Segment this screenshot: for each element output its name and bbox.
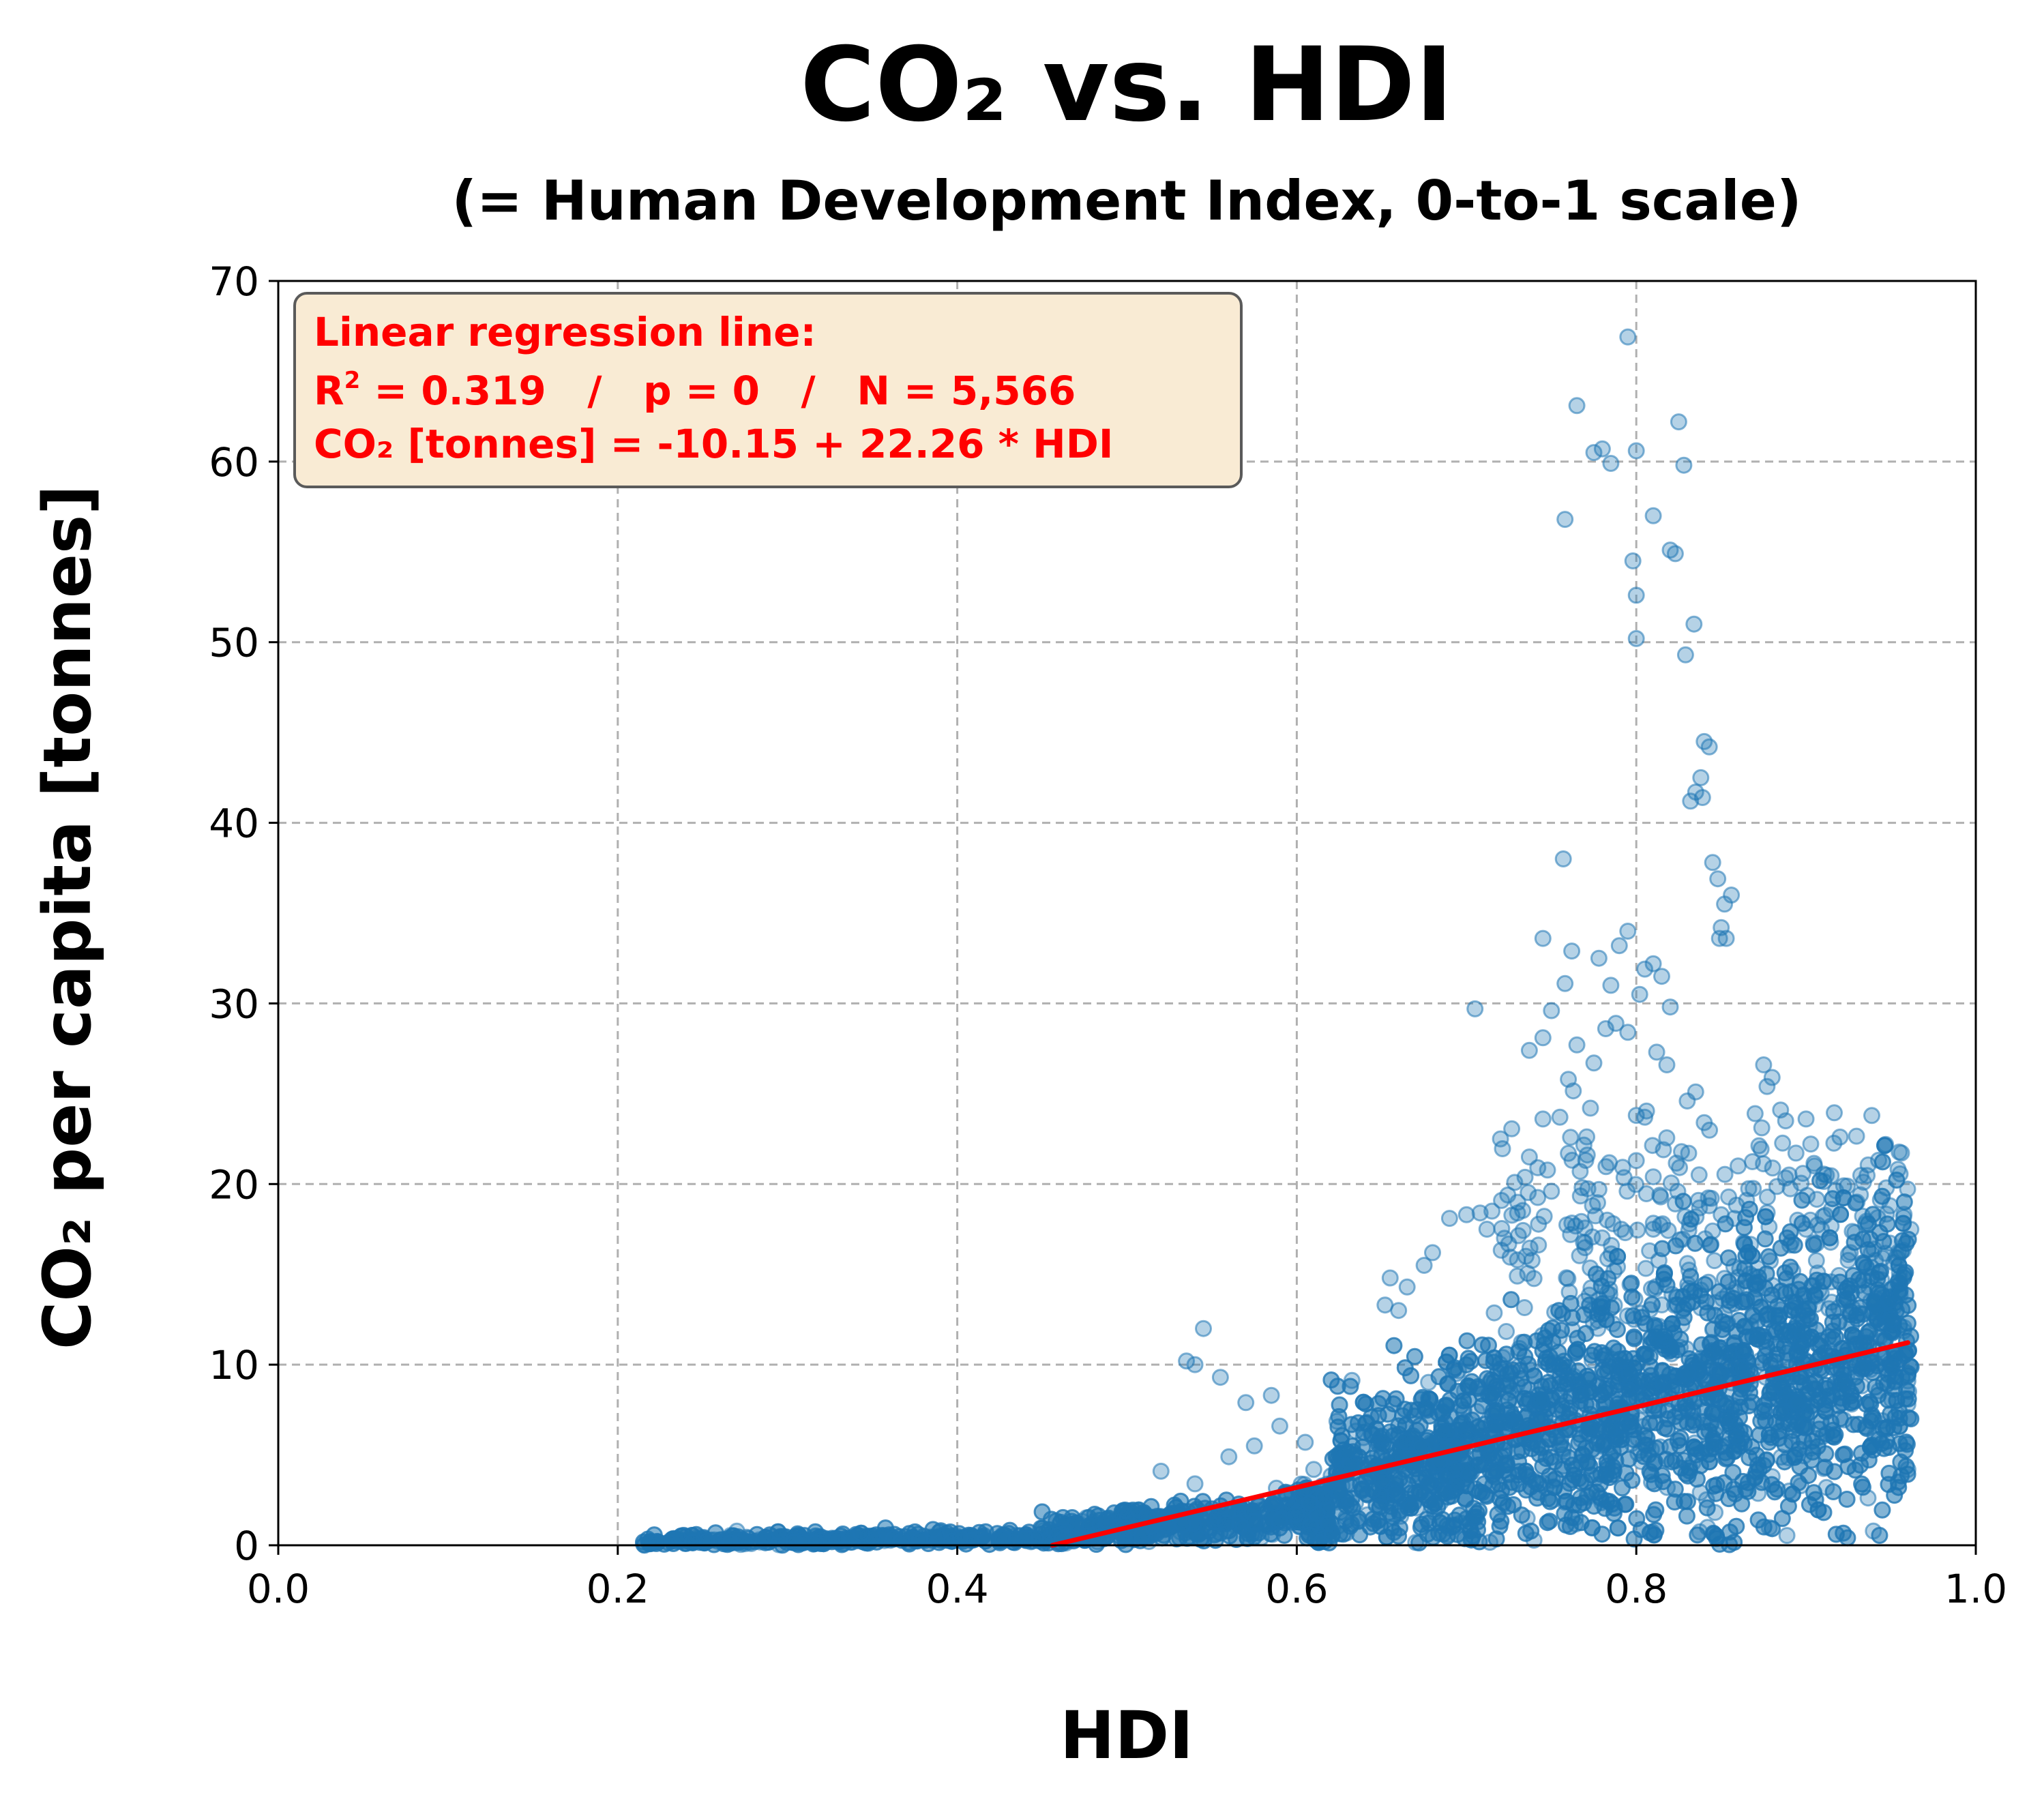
data-point [1728,1517,1745,1535]
data-point [1616,1495,1634,1513]
data-point [1599,1363,1616,1380]
data-point [1679,1363,1697,1381]
data-point [1877,1420,1895,1438]
data-point [1671,1414,1689,1431]
data-point [1458,1332,1476,1350]
data-point [1342,1378,1359,1395]
data-point [1331,1396,1348,1414]
data-point [1557,1516,1575,1534]
chart-title: CO₂ vs. HDI [800,26,1453,145]
data-point [1379,1405,1397,1423]
data-point [1875,1374,1893,1392]
data-point [1551,1436,1569,1454]
data-point [1898,1435,1916,1453]
data-point [1720,1490,1738,1508]
data-point [1848,1378,1865,1395]
data-point [1653,1467,1671,1485]
data-point [1528,1489,1546,1507]
data-point [1659,1402,1677,1420]
data-point [1419,1525,1436,1543]
data-point [1732,1360,1749,1378]
data-point [1836,1445,1854,1463]
data-point [1417,1399,1435,1417]
data-point [1485,1304,1503,1322]
data-point [1322,1371,1340,1389]
chart-subtitle: (= Human Development Index, 0-to-1 scale… [451,169,1801,233]
data-point [1839,1529,1856,1547]
data-point [1696,1276,1714,1294]
data-point [1689,1526,1706,1544]
data-point [1625,1330,1643,1348]
data-point [1788,1416,1805,1434]
data-point [1490,1475,1508,1493]
data-point [1863,1406,1881,1424]
data-point [1852,1456,1869,1474]
data-point [1492,1513,1510,1530]
data-point [1807,1252,1825,1269]
data-point [1439,1375,1457,1393]
data-point [1332,1503,1350,1521]
data-point [1329,1418,1347,1436]
data-point [1748,1446,1766,1464]
data-point [1663,1380,1680,1397]
data-point [1385,1337,1403,1354]
data-point [1680,1462,1698,1480]
data-point [1778,1527,1796,1545]
data-point [1462,1352,1479,1370]
data-point [1097,1511,1115,1529]
data-point [1678,1507,1695,1525]
data-point [1563,1309,1581,1326]
data-point [698,1532,716,1550]
data-point [1705,1477,1723,1495]
data-point [1671,1437,1689,1455]
data-point [1816,1459,1834,1476]
data-point [1579,1454,1597,1472]
data-point [924,1521,942,1538]
data-point [1581,1420,1599,1438]
data-point [1522,1522,1540,1540]
data-point [1824,1427,1841,1445]
data-point [1827,1328,1844,1346]
data-point [1853,1475,1871,1493]
data-point [1351,1526,1369,1544]
data-point [1698,1499,1716,1517]
data-point [1623,1472,1641,1489]
data-point [1871,1527,1889,1544]
data-point [1494,1493,1512,1511]
data-point [1583,1483,1601,1501]
data-point [1858,1334,1876,1352]
data-point [1752,1412,1770,1430]
data-point [1838,1491,1856,1508]
data-point [785,1534,803,1551]
data-point [1739,1483,1757,1500]
data-point [1654,1362,1672,1380]
data-point [1685,1438,1703,1456]
data-point [1675,1493,1693,1510]
scatter-points [635,328,1920,1554]
data-point [1502,1291,1520,1309]
data-point [1498,1323,1515,1340]
data-point [1645,1506,1663,1523]
data-point [1755,1518,1773,1536]
data-point [1434,1403,1451,1420]
data-point [1873,1501,1891,1519]
data-point [1350,1510,1367,1528]
data-point [1406,1348,1423,1365]
data-point [1598,1492,1616,1510]
data-point [1884,1358,1901,1376]
data-point [1539,1514,1556,1532]
data-point [1604,1465,1622,1483]
data-point [1766,1483,1783,1501]
